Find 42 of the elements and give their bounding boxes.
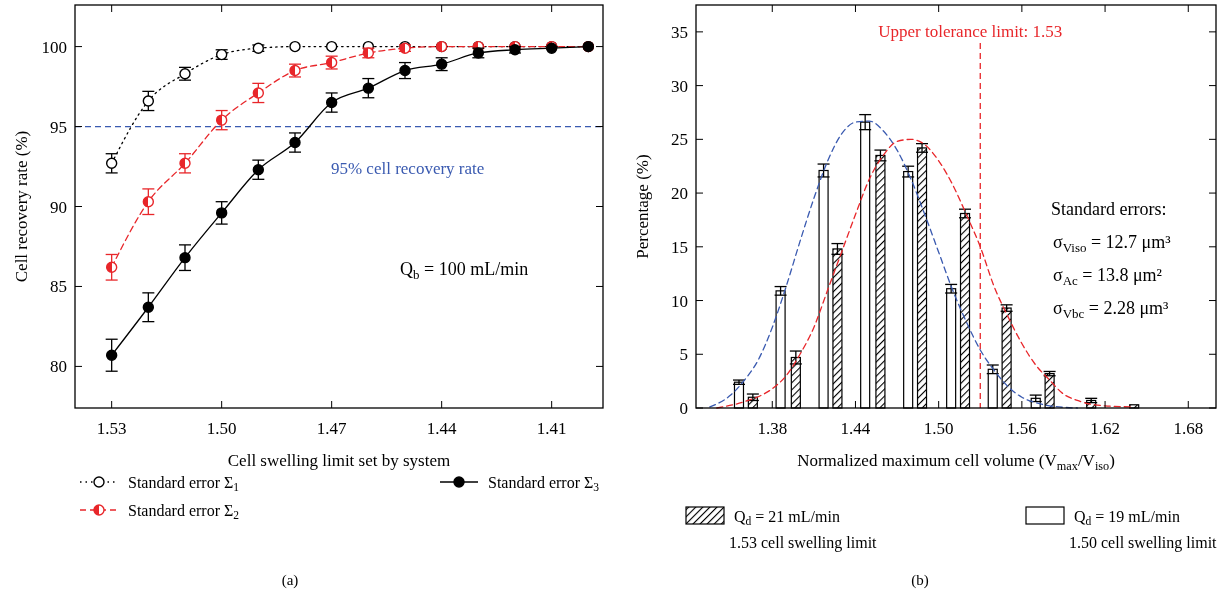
- x-tick-label: 1.50: [206, 419, 237, 438]
- annotation: σ$_{Vbc}$ = 2.28 μm³: [1053, 298, 1170, 321]
- annotation: Standard errors:: [1051, 199, 1167, 219]
- y-tick-label: 30: [671, 76, 688, 96]
- text: (b): [911, 572, 929, 589]
- x-tick-label: 1.53: [96, 419, 127, 438]
- x-tick-label: 1.56: [1006, 419, 1037, 438]
- x-axis-title: Cell swelling limit set by system: [227, 451, 451, 470]
- y-tick-label: 25: [671, 130, 688, 150]
- y-tick-label: 80: [50, 357, 67, 377]
- x-axis-title: Normalized maximum cell volume (V$_{max}$/V$_{iso}$): [797, 451, 1115, 473]
- y-tick-label: 100: [41, 37, 67, 57]
- y-tick-label: 20: [671, 184, 688, 204]
- x-tick-label: 1.62: [1090, 419, 1120, 438]
- annotation: Q$_{b}$ = 100 mL/min: [400, 259, 529, 282]
- x-tick-label: 1.44: [840, 419, 871, 438]
- legend-label: Standard error Σ$_{3}$: [488, 474, 600, 494]
- y-tick-label: 5: [679, 345, 688, 365]
- ref-line-label: 95% cell recovery rate: [330, 158, 485, 178]
- annotation: σ$_{Viso}$ = 12.7 μm³: [1053, 232, 1172, 255]
- text: (a): [281, 572, 299, 589]
- y-tick-label: 0: [679, 399, 688, 418]
- y-tick-label: 10: [671, 291, 688, 311]
- legend-label: Q$_{d}$ = 19 mL/min 1.50 cell swelling limit: [1069, 508, 1218, 552]
- y-tick-label: 85: [50, 277, 67, 297]
- y-axis-title: Cell recovery rate (%): [12, 130, 31, 283]
- ref-line-label: Upper tolerance limit: 1.53: [878, 22, 1063, 41]
- y-tick-label: 95: [50, 117, 67, 137]
- x-tick-label: 1.44: [426, 419, 458, 438]
- x-tick-label: 1.50: [923, 419, 954, 438]
- x-tick-label: 1.68: [1173, 419, 1204, 438]
- legend-label: Standard error Σ$_{2}$: [128, 502, 240, 522]
- y-tick-label: 35: [671, 22, 688, 42]
- legend-label: Q$_{d}$ = 21 mL/min 1.53 cell swelling limit: [729, 508, 878, 552]
- x-tick-label: 1.41: [536, 419, 567, 438]
- x-tick-label: 1.47: [316, 419, 348, 438]
- y-tick-label: 15: [671, 237, 688, 257]
- x-tick-label: 1.38: [757, 419, 788, 438]
- annotation: σ$_{Ac}$ = 13.8 μm²: [1053, 265, 1163, 288]
- legend-label: Standard error Σ$_{1}$: [128, 474, 240, 494]
- y-tick-label: 90: [50, 197, 67, 217]
- y-axis-title: Percentage (%): [633, 154, 652, 259]
